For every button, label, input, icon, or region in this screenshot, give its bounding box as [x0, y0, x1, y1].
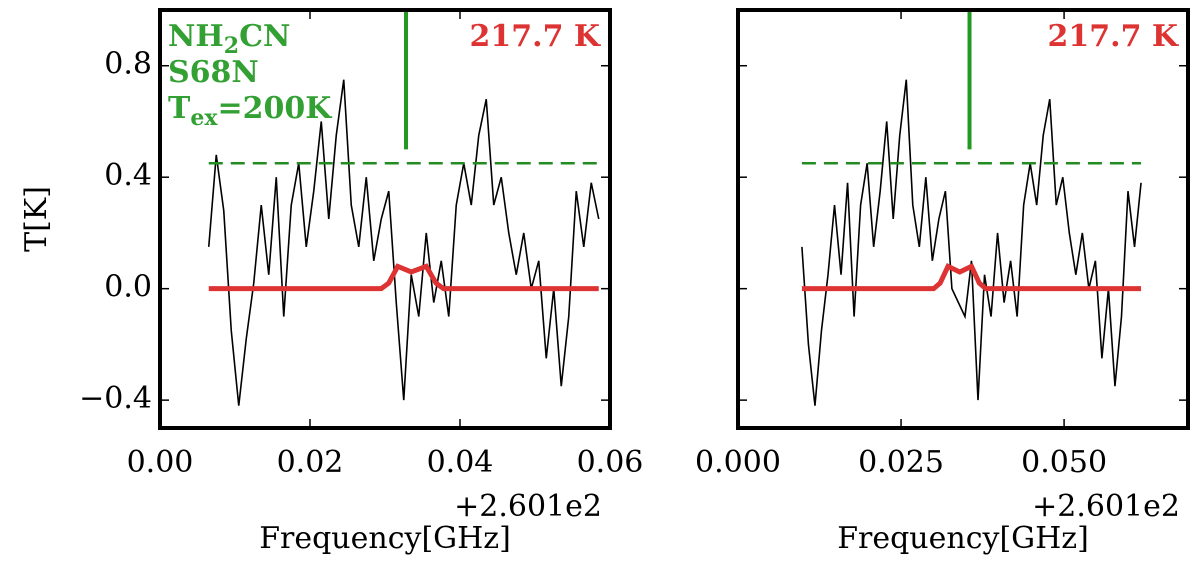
x-offset-text: +2.601e2: [454, 489, 602, 524]
x-tick-label: 0.06: [577, 445, 644, 480]
series-line: [801, 263, 1142, 292]
x-tick-label: 0.000: [695, 445, 781, 480]
annotation-part: 2: [224, 33, 239, 59]
annotation-part: NH: [168, 19, 224, 54]
series-line: [801, 79, 1142, 406]
x-axis-label: Frequency[GHz]: [837, 521, 1089, 556]
y-tick-label: 0.4: [104, 158, 152, 193]
temperature-label: 217.7 K: [1048, 19, 1179, 54]
annotation: Tex=200K: [168, 91, 332, 131]
series-line: [207, 79, 600, 406]
series-line: [208, 263, 599, 292]
y-axis-label: T[K]: [19, 186, 54, 252]
y-tick-label: 0.0: [104, 270, 152, 305]
x-tick-label: 0.00: [127, 445, 194, 480]
axes-frame: [736, 8, 1190, 430]
y-tick-label: 0.8: [104, 47, 152, 82]
y-tick-label: −0.4: [79, 381, 152, 416]
annotation-part: S68N: [168, 55, 259, 90]
x-axis-label: Frequency[GHz]: [259, 521, 511, 556]
annotation-part: =200K: [217, 91, 332, 126]
x-tick-label: 0.050: [1021, 445, 1107, 480]
annotation-part: CN: [239, 19, 290, 54]
x-tick-label: 0.04: [427, 445, 494, 480]
temperature-label: 217.7 K: [470, 19, 601, 54]
x-tick-label: 0.025: [858, 445, 944, 480]
x-offset-text: +2.601e2: [1032, 489, 1180, 524]
x-tick-label: 0.02: [277, 445, 344, 480]
axes-frame: [158, 8, 612, 430]
annotation-part: ex: [190, 105, 218, 131]
annotation-part: T: [168, 91, 191, 126]
annotation: S68N: [168, 55, 259, 90]
annotation: NH2CN: [168, 19, 290, 59]
